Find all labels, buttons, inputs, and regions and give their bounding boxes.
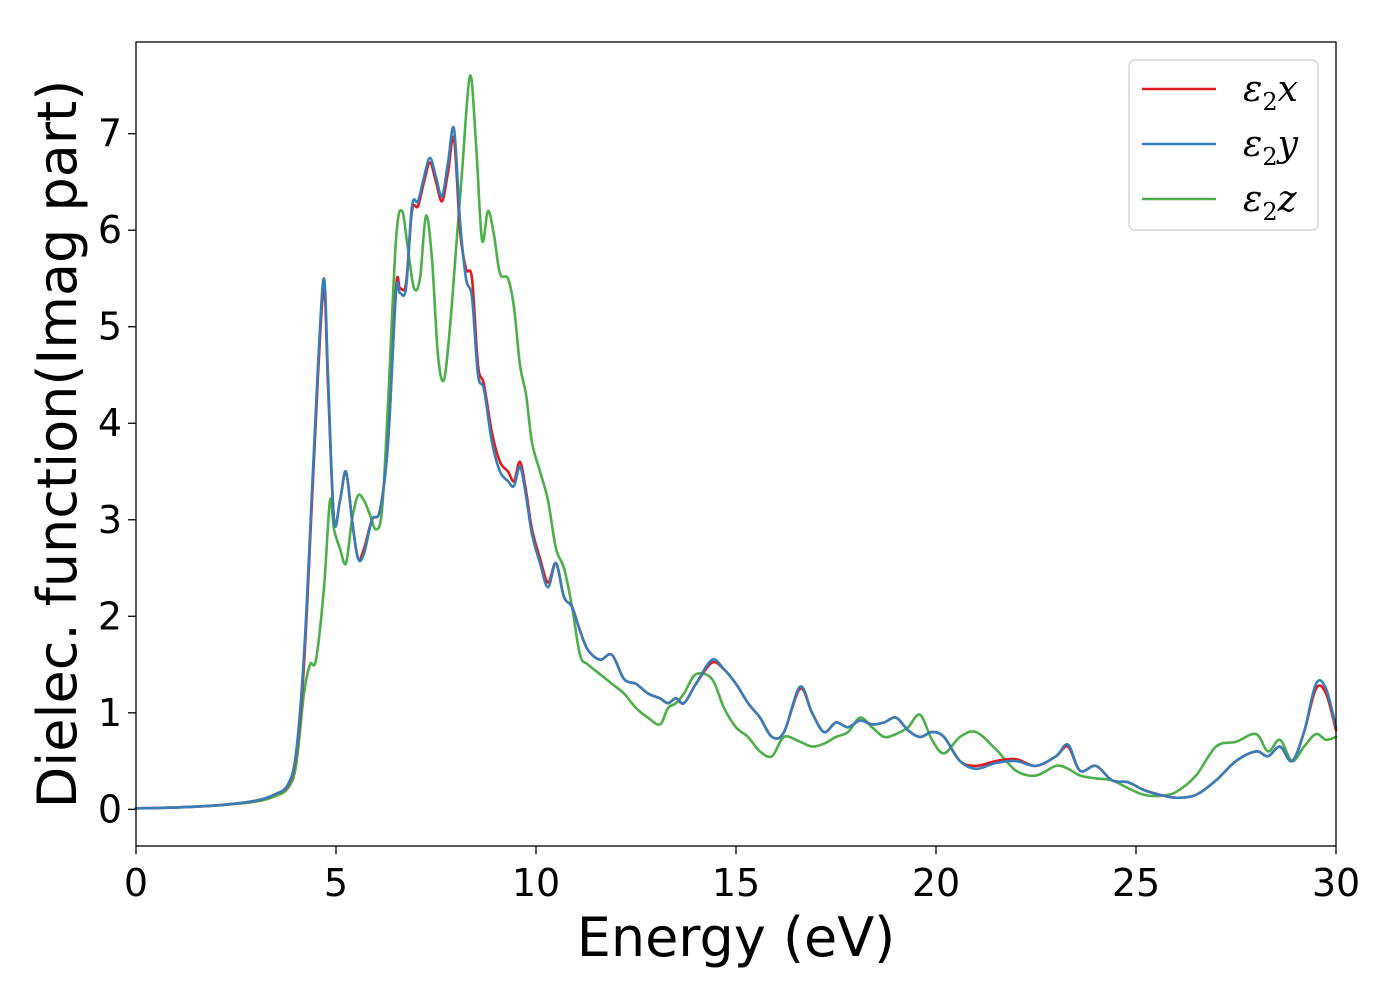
y-tick-label: 3 (98, 498, 122, 542)
legend-label-base: ε (1243, 69, 1262, 110)
y-tick-label: 6 (98, 208, 122, 252)
legend-label-x: ε2x (1243, 69, 1298, 116)
legend-label-suffix: y (1276, 124, 1299, 165)
y-tick-label: 4 (98, 401, 122, 445)
x-tick-label: 15 (712, 861, 760, 905)
legend-label-base: ε (1243, 124, 1262, 165)
x-axis-ticks: 0 5 10 15 20 25 30 (124, 846, 1360, 905)
x-tick-label: 5 (324, 861, 348, 905)
legend-label-base: ε (1243, 179, 1262, 220)
x-tick-label: 0 (124, 861, 148, 905)
y-tick-label: 5 (98, 305, 122, 349)
legend-label-z: ε2z (1243, 179, 1298, 226)
legend-label-suffix: z (1277, 179, 1298, 220)
legend-label-subscript: 2 (1262, 143, 1277, 171)
x-axis-label: Energy (eV) (577, 906, 896, 969)
legend-label-subscript: 2 (1262, 198, 1277, 226)
y-axis-label: Dielec. function(Imag part) (26, 80, 89, 809)
legend-label-subscript: 2 (1262, 88, 1277, 116)
series-line-z (134, 74, 1338, 810)
y-tick-label: 2 (98, 594, 122, 638)
legend-label-y: ε2y (1243, 124, 1299, 171)
x-tick-label: 25 (1112, 861, 1160, 905)
legend-label-suffix: x (1278, 69, 1298, 110)
x-tick-label: 30 (1312, 861, 1360, 905)
series-layer (134, 74, 1338, 810)
y-tick-label: 7 (98, 112, 122, 156)
y-tick-label: 0 (98, 787, 122, 831)
x-tick-label: 20 (912, 861, 960, 905)
x-tick-label: 10 (512, 861, 560, 905)
y-axis-ticks: 0 1 2 3 4 5 6 7 (98, 112, 136, 831)
y-tick-label: 1 (98, 691, 122, 735)
legend-box (1128, 59, 1319, 231)
series-line-y (134, 125, 1338, 810)
